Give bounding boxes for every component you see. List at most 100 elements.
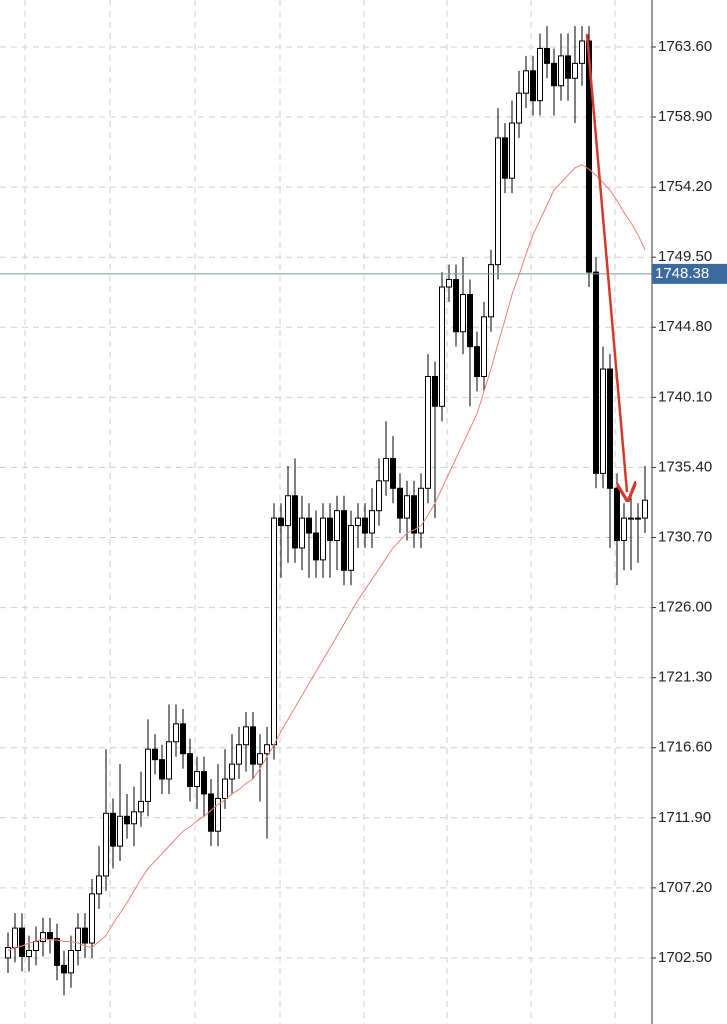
y-tick-label: 1716.60 — [658, 739, 712, 756]
candle-body — [201, 771, 207, 795]
candle-body — [607, 368, 613, 489]
candle-body — [271, 517, 277, 746]
candle-body — [446, 279, 452, 288]
candle-body — [47, 932, 53, 940]
y-tick-label: 1730.70 — [658, 528, 712, 545]
candle-body — [362, 517, 368, 534]
candle-body — [138, 800, 144, 813]
candle-body — [75, 927, 81, 951]
candle-body — [327, 517, 333, 541]
y-tick-label: 1735.40 — [658, 458, 712, 475]
candle-body — [530, 70, 536, 102]
candle-body — [404, 495, 410, 519]
candle-body — [19, 927, 25, 957]
candle-body — [145, 748, 151, 802]
candle-body — [579, 40, 585, 64]
candle-body — [635, 517, 641, 520]
candle-body — [117, 815, 123, 847]
moving-average — [7, 164, 646, 951]
candle-body — [208, 793, 214, 832]
candle-body — [124, 815, 130, 825]
y-tick-label: 1726.00 — [658, 599, 712, 616]
candle-body — [89, 893, 95, 944]
candle-body — [299, 517, 305, 549]
candle-body — [26, 949, 32, 957]
candle-body — [215, 797, 221, 832]
candle-body — [40, 932, 46, 943]
candle-body — [103, 812, 109, 877]
y-tick-label: 1744.80 — [658, 318, 712, 335]
candle-body — [621, 517, 627, 541]
candle-body — [355, 517, 361, 527]
candle-body — [187, 753, 193, 787]
candle-body — [110, 812, 116, 847]
candle-body — [166, 741, 172, 780]
candle-body — [495, 137, 501, 266]
candle-body — [537, 47, 543, 102]
candle-body — [250, 726, 256, 765]
candle-body — [152, 748, 158, 761]
candle-body — [425, 375, 431, 489]
candle-body — [376, 480, 382, 512]
candle-body — [173, 723, 179, 743]
candle-body — [320, 517, 326, 561]
candle-body — [439, 286, 445, 407]
grid — [0, 0, 652, 1024]
candle-body — [474, 346, 480, 377]
candle-body — [565, 55, 571, 79]
candle-body — [54, 938, 60, 966]
marks — [0, 26, 652, 996]
candle-body — [516, 92, 522, 124]
candle-body — [614, 487, 620, 541]
candle-body — [264, 744, 270, 755]
candle-body — [341, 510, 347, 571]
candle-body — [68, 949, 74, 974]
candle-body — [544, 47, 550, 64]
candle-body — [96, 875, 102, 895]
y-tick-label: 1707.20 — [658, 879, 712, 896]
candle-body — [278, 517, 284, 527]
candle-body — [460, 293, 466, 333]
candle-body — [257, 753, 263, 765]
candle-body — [418, 487, 424, 534]
candle-body — [509, 122, 515, 179]
candle-body — [628, 517, 634, 520]
y-tick-label: 1758.90 — [658, 108, 712, 125]
y-tick-label: 1702.50 — [658, 949, 712, 966]
candle-body — [131, 811, 137, 825]
candle-body — [572, 62, 578, 79]
candle-body — [348, 525, 354, 571]
candle-body — [306, 517, 312, 534]
candle-body — [397, 487, 403, 519]
candle-body — [586, 40, 592, 273]
candle-body — [180, 723, 186, 755]
candle-body — [159, 759, 165, 780]
candle-body — [502, 137, 508, 179]
annotation-arrow — [585, 33, 627, 492]
candle-body — [453, 279, 459, 333]
candle-body — [285, 495, 291, 527]
candle-body — [523, 70, 529, 94]
candle-body — [334, 510, 340, 541]
candle-body — [488, 264, 494, 318]
candle-body — [481, 316, 487, 377]
candle-body — [229, 763, 235, 780]
y-tick-label: 1749.50 — [658, 248, 712, 265]
candle-body — [222, 778, 228, 799]
price-label-bg — [652, 263, 727, 284]
candle-body — [5, 947, 11, 959]
y-tick-label: 1754.20 — [658, 178, 712, 195]
candle-body — [411, 495, 417, 534]
candle-body — [61, 964, 67, 974]
candle-body — [369, 510, 375, 534]
candle-body — [194, 771, 200, 787]
candle-body — [12, 927, 18, 949]
candle-body — [467, 293, 473, 348]
y-tick-label: 1711.90 — [658, 809, 711, 826]
y-tick-label: 1763.60 — [658, 38, 712, 55]
candle-body — [383, 457, 389, 482]
candle-body — [313, 532, 319, 561]
candle-body — [642, 499, 648, 519]
candle-body — [243, 726, 249, 746]
